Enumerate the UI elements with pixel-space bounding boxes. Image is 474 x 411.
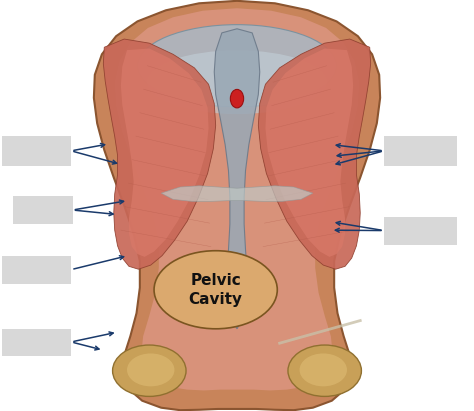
FancyBboxPatch shape xyxy=(2,329,71,356)
Polygon shape xyxy=(94,1,380,410)
Ellipse shape xyxy=(112,345,186,396)
Ellipse shape xyxy=(288,345,361,396)
Ellipse shape xyxy=(127,353,174,386)
Polygon shape xyxy=(214,29,260,329)
Polygon shape xyxy=(121,48,209,257)
Ellipse shape xyxy=(300,353,347,386)
Text: Pelvic
Cavity: Pelvic Cavity xyxy=(189,273,243,307)
Polygon shape xyxy=(103,39,216,269)
Ellipse shape xyxy=(154,251,277,329)
Polygon shape xyxy=(115,8,359,390)
FancyBboxPatch shape xyxy=(2,256,71,284)
Polygon shape xyxy=(161,186,313,201)
FancyBboxPatch shape xyxy=(13,196,73,224)
FancyBboxPatch shape xyxy=(384,217,457,245)
FancyBboxPatch shape xyxy=(2,136,71,166)
Ellipse shape xyxy=(147,50,327,114)
Ellipse shape xyxy=(230,89,244,108)
FancyBboxPatch shape xyxy=(384,136,457,166)
Polygon shape xyxy=(258,39,371,269)
Polygon shape xyxy=(265,48,353,257)
Ellipse shape xyxy=(137,25,337,107)
